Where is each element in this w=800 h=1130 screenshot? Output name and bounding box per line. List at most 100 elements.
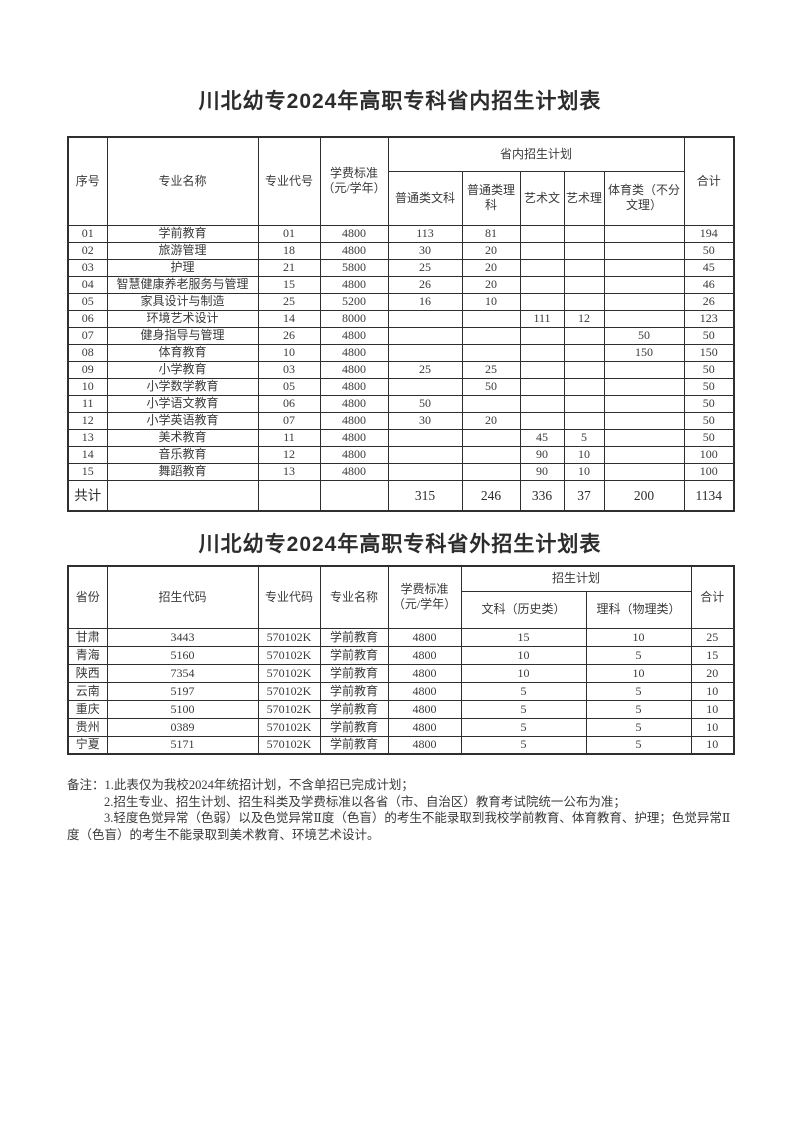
header-art-science: 艺术理 (563, 170, 605, 226)
plan-cell: 25 (257, 292, 321, 311)
plan-cell (563, 224, 605, 243)
plan-cell: 4800 (319, 241, 389, 260)
plan-cell: 50 (683, 326, 735, 345)
plan-cell (387, 309, 463, 328)
plan-cell: 体育教育 (106, 343, 259, 362)
plan-cell (461, 343, 521, 362)
plan-cell: 10 (257, 343, 321, 362)
table1-header-row-2: 普通类文科 普通类理科 艺术文 艺术理 体育类（不分文理） (68, 170, 734, 226)
plan-cell (603, 275, 685, 294)
plan-cell: 02 (67, 241, 108, 260)
plan-cell: 4800 (387, 735, 462, 755)
plan-cell: 315 (387, 479, 463, 512)
header-science: 普通类理科 (461, 170, 521, 226)
plan-cell: 336 (519, 479, 565, 512)
in-province-plan-table: 序号 专业名称 专业代号 学费标准（元/学年） 省内招生计划 合计 普通类文科 … (67, 136, 736, 512)
plan-cell: 50 (683, 411, 735, 430)
plan-cell: 5800 (319, 258, 389, 277)
header-seq: 序号 (67, 136, 108, 226)
plan-cell: 护理 (106, 258, 259, 277)
plan-cell: 03 (67, 258, 108, 277)
plan-cell (461, 326, 521, 345)
plan-cell: 20 (461, 275, 521, 294)
plan-cell: 10 (690, 681, 735, 701)
plan-cell: 4800 (319, 462, 389, 481)
plan-cell: 10 (460, 663, 587, 683)
plan-cell (603, 411, 685, 430)
table-row: 01 学前教育 01 4800 113 81 194 (67, 224, 735, 243)
plan-cell: 4800 (387, 717, 462, 737)
header-enroll-code: 招生代码 (106, 565, 259, 629)
plan-cell (563, 326, 605, 345)
plan-cell (461, 309, 521, 328)
plan-cell: 20 (690, 663, 735, 683)
table-row: 08 体育教育 10 4800 150 150 (67, 343, 735, 362)
plan-cell: 学前教育 (319, 681, 389, 701)
plan-cell: 小学语文教育 (106, 394, 259, 413)
table-row: 12 小学英语教育 07 4800 30 20 50 (67, 411, 735, 430)
header-province: 省份 (67, 565, 108, 629)
table-row: 11 小学语文教育 06 4800 50 50 (67, 394, 735, 413)
plan-cell: 46 (683, 275, 735, 294)
plan-cell: 05 (67, 292, 108, 311)
header-tuition: 学费标准（元/学年） (387, 565, 462, 629)
plan-cell: 15 (67, 462, 108, 481)
table-row: 07 健身指导与管理 26 4800 50 50 (67, 326, 735, 345)
header-major-code: 专业代码 (257, 565, 321, 629)
plan-cell (519, 292, 565, 311)
plan-cell (387, 445, 463, 464)
plan-cell: 陕西 (67, 663, 108, 683)
plan-cell: 25 (461, 360, 521, 379)
plan-cell (603, 224, 685, 243)
header-major-name: 专业名称 (319, 565, 389, 629)
plan-cell: 4800 (387, 663, 462, 683)
plan-cell: 5160 (106, 645, 259, 665)
plan-cell (603, 462, 685, 481)
plan-cell: 舞蹈教育 (106, 462, 259, 481)
plan-cell: 健身指导与管理 (106, 326, 259, 345)
plan-cell: 570102K (257, 717, 321, 737)
plan-cell: 570102K (257, 645, 321, 665)
plan-cell: 4800 (387, 699, 462, 719)
plan-cell (519, 411, 565, 430)
table-row: 05 家具设计与制造 25 5200 16 10 26 (67, 292, 735, 311)
plan-cell: 50 (683, 360, 735, 379)
plan-cell (519, 394, 565, 413)
header-pe: 体育类（不分文理） (603, 170, 685, 226)
plan-cell: 90 (519, 462, 565, 481)
plan-cell: 20 (461, 411, 521, 430)
plan-cell: 50 (683, 428, 735, 447)
header-tuition: 学费标准（元/学年） (319, 136, 389, 226)
plan-cell: 10 (461, 292, 521, 311)
plan-cell: 4800 (319, 445, 389, 464)
plan-cell: 旅游管理 (106, 241, 259, 260)
header-total: 合计 (690, 565, 735, 629)
plan-cell (603, 292, 685, 311)
out-province-plan-table: 省份 招生代码 专业代码 专业名称 学费标准（元/学年） 招生计划 合计 文科（… (67, 565, 736, 755)
header-history-track: 文科（历史类） (460, 590, 587, 629)
table-row: 云南 5197 570102K 学前教育 4800 5 5 10 (67, 681, 735, 701)
plan-cell (563, 360, 605, 379)
plan-cell: 美术教育 (106, 428, 259, 447)
plan-cell (461, 445, 521, 464)
plan-cell: 4800 (319, 326, 389, 345)
plan-cell: 10 (690, 735, 735, 755)
plan-cell: 45 (683, 258, 735, 277)
plan-cell: 50 (387, 394, 463, 413)
plan-cell: 5 (585, 735, 692, 755)
plan-cell: 学前教育 (319, 735, 389, 755)
header-plan-group: 招生计划 (460, 565, 692, 592)
plan-cell: 学前教育 (319, 717, 389, 737)
table-row: 贵州 0389 570102K 学前教育 4800 5 5 10 (67, 717, 735, 737)
plan-cell (387, 377, 463, 396)
plan-cell: 50 (683, 241, 735, 260)
plan-cell: 10 (585, 627, 692, 647)
plan-cell: 宁夏 (67, 735, 108, 755)
plan-cell: 11 (257, 428, 321, 447)
table-row: 共计 315 246 336 37 200 1134 (67, 479, 735, 512)
header-major-code: 专业代号 (257, 136, 321, 226)
plan-cell: 30 (387, 241, 463, 260)
plan-cell: 14 (257, 309, 321, 328)
plan-cell: 家具设计与制造 (106, 292, 259, 311)
plan-cell (563, 292, 605, 311)
